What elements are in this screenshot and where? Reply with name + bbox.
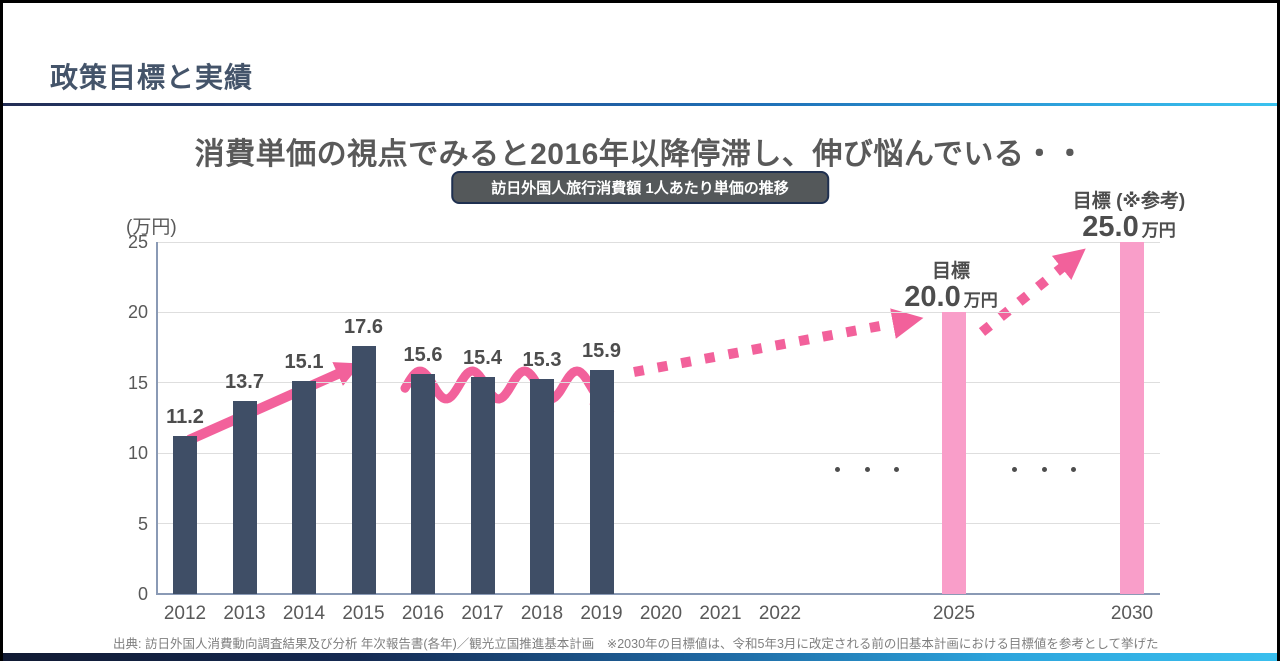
x-axis-label-2021: 2021: [699, 603, 742, 624]
actual-bar-2015: [351, 346, 376, 594]
value-label-2019: 15.9: [582, 340, 621, 363]
ellipsis-dot: [835, 467, 840, 472]
source-note: 出典: 訪日外国人消費動向調査結果及び分析 年次報告書(各年)／観光立国推進基本…: [113, 637, 1159, 651]
value-label-2015: 17.6: [344, 316, 383, 339]
x-axis-line: [156, 593, 1160, 595]
value-label-2013: 13.7: [225, 371, 264, 394]
y-axis-tick-10: 10: [127, 443, 148, 464]
y-axis-tick-20: 20: [127, 302, 148, 323]
x-axis-label-2019: 2019: [580, 603, 623, 624]
ellipsis-dots-2: [1012, 467, 1076, 472]
ellipsis-dot: [894, 467, 899, 472]
y-axis-tick-25: 25: [127, 232, 148, 252]
bottom-accent-bar: [0, 653, 1280, 661]
x-axis-label-2014: 2014: [282, 603, 326, 624]
dotted-target-arrow-2025-icon: [633, 308, 924, 377]
target-caption-2030: 目標 (※参考): [1072, 191, 1186, 212]
actual-bar-2012: [173, 436, 197, 594]
header-underline: [0, 103, 1280, 106]
target-value-number: 25.0: [1082, 211, 1139, 243]
page-title: 政策目標と実績: [50, 62, 254, 93]
ellipsis-dot: [864, 467, 870, 472]
x-axis-label-2013: 2013: [223, 603, 266, 624]
gridline-10: [158, 452, 1160, 454]
target-value-2025: 20.0 万円: [856, 283, 1046, 312]
x-axis-label-2030: 2030: [1110, 603, 1154, 624]
gridline-25: [158, 241, 1160, 243]
target-value-unit: 万円: [963, 291, 998, 311]
x-axis-label-2022: 2022: [758, 603, 802, 624]
x-axis-label-2016: 2016: [401, 603, 445, 624]
actual-bar-2014: [292, 381, 316, 594]
target-value-unit: 万円: [1141, 221, 1176, 240]
ellipsis-dot: [1041, 467, 1047, 472]
actual-bar-2017: [470, 377, 495, 594]
frame-border-top: [0, 0, 1280, 3]
value-label-2012: 11.2: [166, 406, 204, 429]
ellipsis-dot: [1071, 467, 1076, 472]
value-label-2014: 15.1: [284, 351, 324, 374]
x-axis-label-2015: 2015: [342, 603, 385, 624]
value-label-2017: 15.4: [463, 347, 502, 370]
y-axis-unit-label: (万円): [126, 217, 177, 238]
slide-message: 消費単価の視点でみると2016年以降停滞し、伸び悩んでいる・・: [194, 138, 1086, 171]
target-value-number: 20.0: [904, 281, 961, 314]
y-axis-line: [156, 242, 158, 594]
x-axis-label-2020: 2020: [639, 603, 683, 624]
x-axis-label-2025: 2025: [932, 603, 976, 624]
chart-title-badge: 訪日外国人旅行消費額 1人あたり単価の推移: [451, 171, 829, 204]
ellipsis-dot: [1012, 467, 1017, 472]
gridline-5: [158, 523, 1160, 525]
actual-bar-2016: [411, 374, 435, 594]
target-value-2030: 25.0 万円: [1034, 213, 1224, 242]
frame-border-right: [1277, 0, 1280, 661]
actual-bar-2019: [589, 370, 614, 594]
x-axis-label-2017: 2017: [461, 603, 504, 624]
gridline-20: [158, 311, 1160, 313]
target-label-2025: 目標 20.0 万円: [856, 260, 1046, 312]
x-axis-label-2012: 2012: [163, 603, 207, 624]
gridline-15: [158, 382, 1160, 384]
target-caption-2025: 目標: [931, 261, 970, 283]
value-label-2016: 15.6: [403, 344, 443, 367]
ellipsis-dots-1: [835, 467, 899, 472]
x-axis-label-2018: 2018: [520, 603, 564, 624]
actual-bar-2013: [232, 401, 257, 594]
chart-title-badge-label: 訪日外国人旅行消費額 1人あたり単価の推移: [491, 180, 789, 197]
actual-bar-2018: [530, 378, 554, 594]
target-bar-2025: [942, 312, 966, 594]
target-bar-2030: [1120, 242, 1144, 594]
value-label-2018: 15.3: [522, 348, 562, 371]
y-axis-tick-15: 15: [127, 372, 148, 393]
frame-border-left: [0, 0, 3, 661]
target-label-2030: 目標 (※参考) 25.0 万円: [1034, 190, 1224, 242]
y-axis-tick-0: 0: [137, 584, 148, 604]
y-axis-tick-5: 5: [137, 513, 148, 534]
